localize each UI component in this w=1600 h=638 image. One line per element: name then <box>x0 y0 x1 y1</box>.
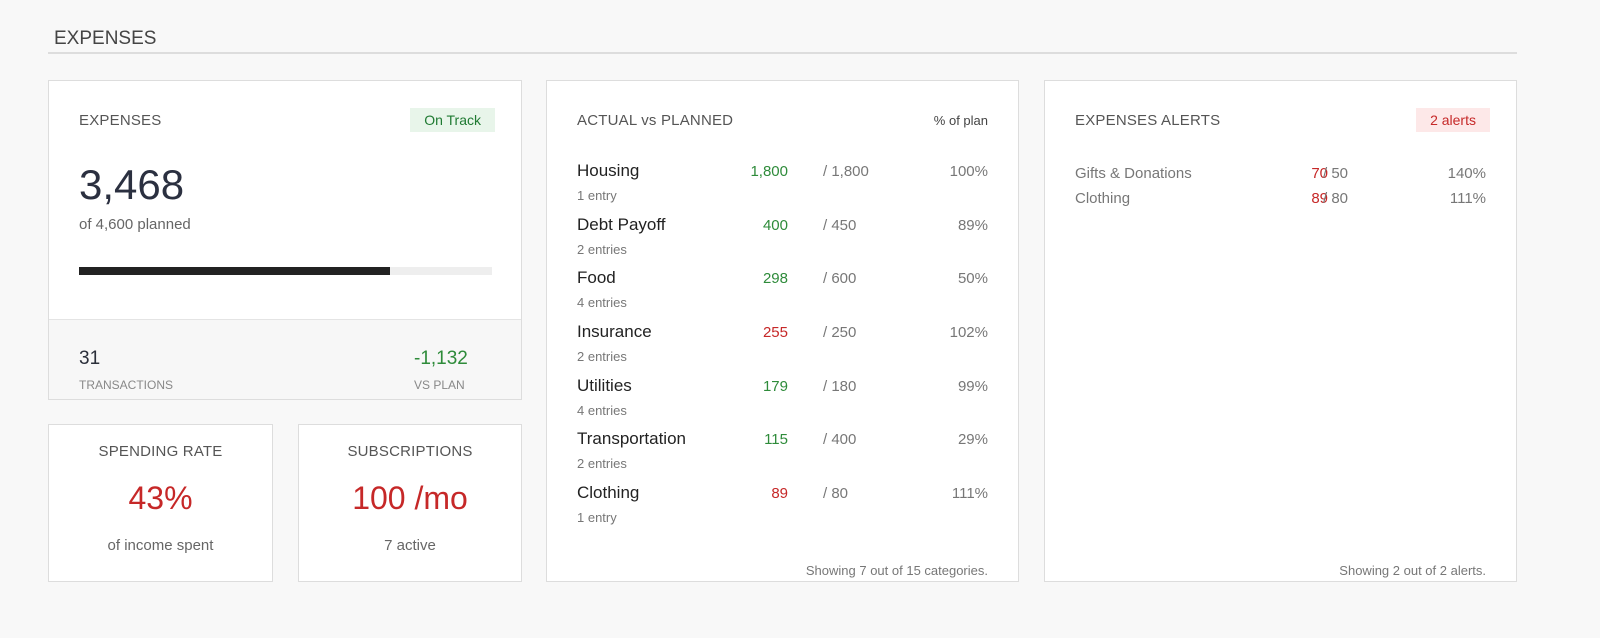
category-name: Transportation <box>577 429 686 449</box>
actual-value: 89 <box>771 485 788 503</box>
spending-rate-value: 43% <box>128 480 193 516</box>
entry-count: 1 entry <box>577 188 617 203</box>
pct-of-plan: 99% <box>957 377 988 395</box>
card-title: SPENDING RATE <box>98 443 223 460</box>
category-name: Housing <box>577 161 640 180</box>
planned-value: / 1,800 <box>823 163 869 180</box>
pct-header: % of plan <box>933 113 988 128</box>
entry-count: 4 entries <box>577 295 627 311</box>
alert-actual: 89 <box>1311 190 1328 207</box>
pct-of-plan: 111% <box>951 485 988 503</box>
actual-value: 298 <box>762 270 788 288</box>
summary-footer: 31 TRANSACTIONS -1,132 VS PLAN <box>49 319 521 399</box>
actual-value: 179 <box>762 377 788 395</box>
pct-of-plan: 50% <box>957 270 988 288</box>
alert-pct: 111% <box>1449 190 1486 207</box>
entry-count: 1 entry <box>577 510 617 526</box>
planned-value: / 450 <box>823 216 857 234</box>
vs-plan-stat: -1,132 VS PLAN <box>414 348 468 392</box>
pct-of-plan: 102% <box>949 324 988 342</box>
expenses-summary-card: EXPENSES On Track 3,468 of 4,600 planned… <box>48 80 522 400</box>
card-title: EXPENSES <box>79 112 162 129</box>
divider <box>48 52 1517 54</box>
card-title: EXPENSES ALERTS <box>1075 112 1221 129</box>
vs-plan-value: -1,132 <box>414 348 468 369</box>
transactions-stat: 31 TRANSACTIONS <box>79 348 173 392</box>
subscriptions-subtitle: 7 active <box>384 537 436 554</box>
alert-actual: 70 <box>1311 165 1328 182</box>
planned-value: / 400 <box>823 431 857 449</box>
alert-planned: / 50 <box>1323 165 1349 182</box>
pct-of-plan: 100% <box>949 163 988 180</box>
card-title: ACTUAL vs PLANNED <box>577 112 734 129</box>
alert-planned: / 80 <box>1323 190 1349 207</box>
category-row[interactable]: Debt Payoff 2 entries 400 / 450 89% <box>577 215 988 269</box>
planned-value: / 80 <box>823 485 849 503</box>
alert-pct: 140% <box>1447 165 1486 182</box>
categories-footer: Showing 7 out of 15 categories. <box>805 563 988 578</box>
category-row[interactable]: Clothing 1 entry 89 / 80 111% <box>577 483 988 537</box>
expenses-amount: 3,468 <box>79 161 185 208</box>
progress-fill <box>79 267 391 275</box>
category-name: Food <box>577 268 616 288</box>
actual-value: 1,800 <box>750 163 788 180</box>
alert-name: Clothing <box>1075 190 1131 207</box>
alerts-badge: 2 alerts <box>1416 108 1490 132</box>
transactions-value: 31 <box>79 348 101 369</box>
vs-plan-label: VS PLAN <box>414 378 465 392</box>
actual-value: 400 <box>762 216 788 234</box>
category-row[interactable]: Utilities 4 entries 179 / 180 99% <box>577 376 988 430</box>
transactions-label: TRANSACTIONS <box>79 378 174 392</box>
planned-value: / 600 <box>823 270 857 288</box>
subscriptions-card: SUBSCRIPTIONS 100 /mo 7 active <box>298 424 522 582</box>
entry-count: 4 entries <box>577 402 627 418</box>
spending-rate-subtitle: of income spent <box>107 537 214 554</box>
category-row[interactable]: Food 4 entries 298 / 600 50% <box>577 268 988 322</box>
entry-count: 2 entries <box>577 241 627 257</box>
actual-value: 255 <box>762 324 788 342</box>
entry-count: 2 entries <box>577 349 627 365</box>
alert-row[interactable]: Gifts & Donations 70 / 50 140% <box>1075 165 1486 190</box>
category-name: Insurance <box>577 322 652 342</box>
category-name: Utilities <box>577 375 632 395</box>
expenses-alerts-card: EXPENSES ALERTS 2 alerts Gifts & Donatio… <box>1044 80 1517 582</box>
section-title: EXPENSES <box>54 28 157 49</box>
actual-vs-planned-card: ACTUAL vs PLANNED % of plan Housing 1 en… <box>546 80 1019 582</box>
category-row[interactable]: Housing 1 entry 1,800 / 1,800 100% <box>577 161 988 215</box>
planned-subtitle: of 4,600 planned <box>79 216 191 233</box>
actual-value: 115 <box>764 431 788 449</box>
alert-row[interactable]: Clothing 89 / 80 111% <box>1075 190 1486 215</box>
category-name: Debt Payoff <box>577 214 666 234</box>
spending-rate-card: SPENDING RATE 43% of income spent <box>48 424 273 582</box>
entry-count: 2 entries <box>577 456 627 472</box>
alert-name: Gifts & Donations <box>1075 165 1192 182</box>
subscriptions-value: 100 /mo <box>352 480 468 516</box>
pct-of-plan: 89% <box>957 216 988 234</box>
category-row[interactable]: Transportation 2 entries 115 / 400 29% <box>577 429 988 483</box>
category-row[interactable]: Insurance 2 entries 255 / 250 102% <box>577 322 988 376</box>
category-name: Clothing <box>577 483 640 503</box>
planned-value: / 250 <box>823 324 857 342</box>
pct-of-plan: 29% <box>957 431 988 449</box>
progress-bar <box>79 267 492 275</box>
card-title: SUBSCRIPTIONS <box>347 443 473 460</box>
planned-value: / 180 <box>823 377 857 395</box>
status-badge: On Track <box>410 108 495 132</box>
alerts-footer: Showing 2 out of 2 alerts. <box>1339 563 1486 578</box>
